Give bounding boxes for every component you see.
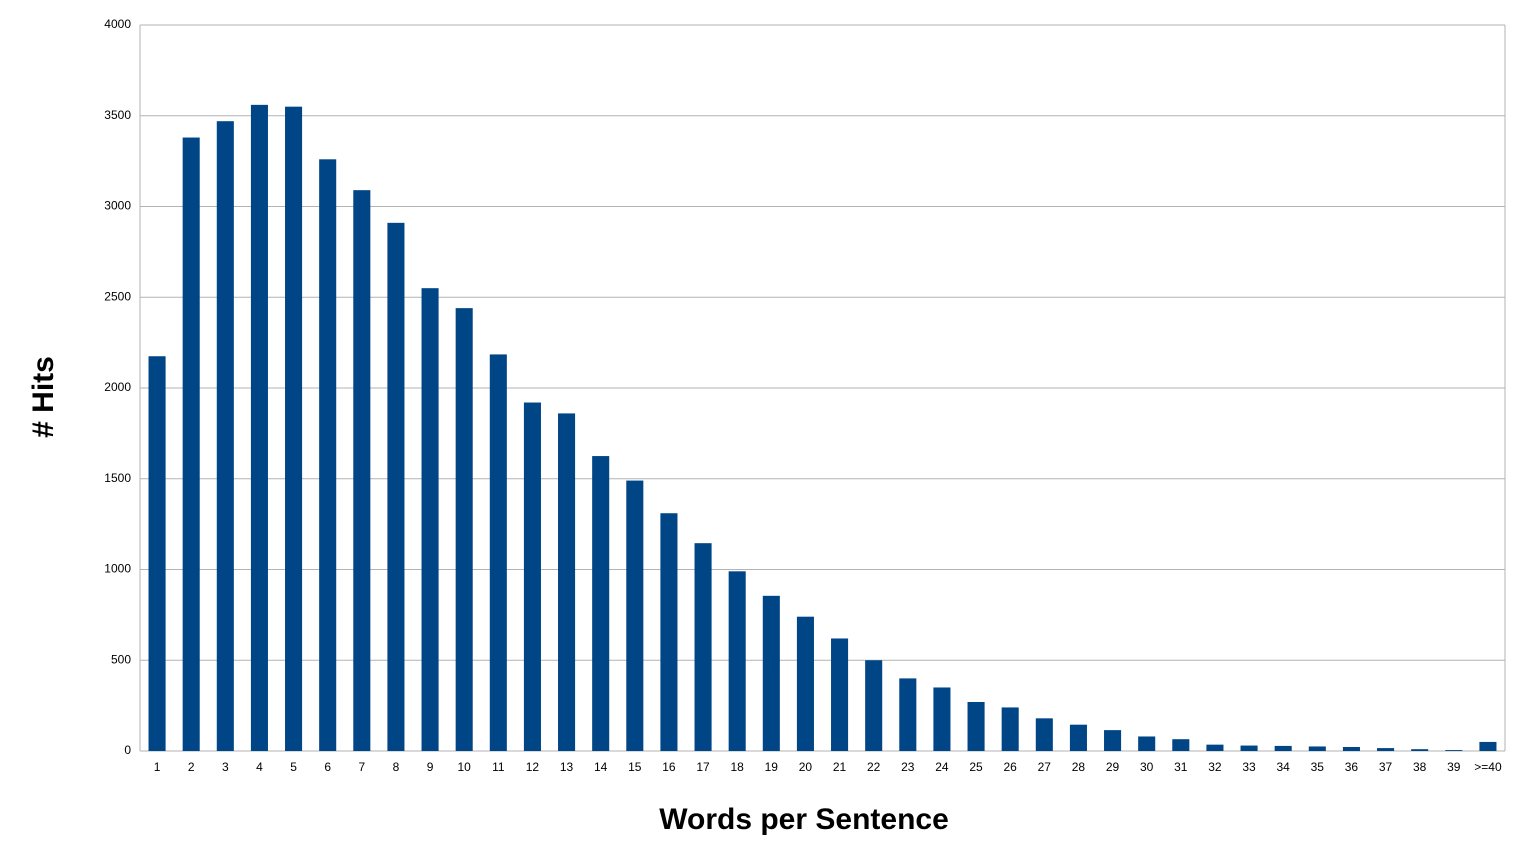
x-tick-label: 22 <box>867 760 881 774</box>
y-tick-label: 2000 <box>104 380 131 394</box>
x-tick-label: 21 <box>833 760 847 774</box>
y-tick-label: 3000 <box>104 199 131 213</box>
bar <box>285 106 303 752</box>
bar <box>1274 745 1292 751</box>
bar <box>250 104 268 752</box>
y-tick-label: 1000 <box>104 562 131 576</box>
x-tick-label: 2 <box>188 760 195 774</box>
bar <box>626 480 644 751</box>
bar <box>1377 748 1395 751</box>
bar <box>592 456 610 751</box>
x-tick-label: 15 <box>628 760 642 774</box>
y-tick-label: 4000 <box>104 17 131 31</box>
y-tick-label: 500 <box>111 652 131 666</box>
bar <box>1104 730 1122 751</box>
bar <box>216 121 234 751</box>
x-tick-label: 27 <box>1038 760 1052 774</box>
x-tick-label: 23 <box>901 760 915 774</box>
x-tick-label: 10 <box>458 760 472 774</box>
x-tick-label: 26 <box>1004 760 1018 774</box>
bar <box>1342 747 1360 751</box>
x-tick-label: 19 <box>765 760 779 774</box>
bar <box>1411 749 1429 751</box>
x-tick-label: 33 <box>1242 760 1256 774</box>
bar <box>1138 736 1156 751</box>
bar <box>865 660 883 751</box>
x-tick-label: 28 <box>1072 760 1086 774</box>
x-tick-label: 30 <box>1140 760 1154 774</box>
y-tick-label: 3500 <box>104 108 131 122</box>
x-tick-label: 12 <box>526 760 540 774</box>
x-tick-label: 16 <box>662 760 676 774</box>
x-tick-label: 18 <box>731 760 745 774</box>
x-tick-label: 32 <box>1208 760 1222 774</box>
bar <box>1240 745 1258 751</box>
x-tick-label: 14 <box>594 760 608 774</box>
bar <box>421 288 439 751</box>
x-tick-label: 38 <box>1413 760 1427 774</box>
bar <box>1445 750 1463 751</box>
x-tick-label: 29 <box>1106 760 1120 774</box>
bar <box>182 137 200 751</box>
x-axis-title: Words per Sentence <box>659 803 949 836</box>
x-tick-label: 13 <box>560 760 574 774</box>
bar <box>899 678 917 751</box>
x-tick-label: 1 <box>154 760 161 774</box>
bar <box>933 687 951 751</box>
bar <box>967 701 985 751</box>
bar <box>1069 724 1087 751</box>
x-tick-label: 4 <box>256 760 263 774</box>
x-tick-label: >=40 <box>1474 760 1502 774</box>
bar <box>148 356 166 751</box>
y-axis-title: # Hits <box>27 356 60 438</box>
bar <box>523 402 541 751</box>
y-tick-label: 2500 <box>104 289 131 303</box>
x-tick-label: 20 <box>799 760 813 774</box>
x-tick-label: 8 <box>393 760 400 774</box>
x-tick-label: 37 <box>1379 760 1393 774</box>
bar <box>353 190 371 752</box>
x-tick-label: 34 <box>1277 760 1291 774</box>
x-tick-label: 5 <box>290 760 297 774</box>
x-tick-label: 39 <box>1447 760 1461 774</box>
x-tick-label: 36 <box>1345 760 1359 774</box>
y-tick-label: 1500 <box>104 471 131 485</box>
bar <box>455 308 473 751</box>
x-tick-label: 17 <box>696 760 710 774</box>
bar <box>1308 746 1326 751</box>
x-tick-label: 3 <box>222 760 229 774</box>
bar <box>489 354 507 751</box>
bar <box>1479 741 1497 751</box>
y-tick-label: 0 <box>124 743 131 757</box>
bar <box>1035 718 1053 751</box>
x-tick-label: 25 <box>969 760 983 774</box>
bar <box>1206 744 1224 751</box>
x-tick-label: 7 <box>358 760 365 774</box>
bar <box>319 159 337 751</box>
bar <box>694 543 712 751</box>
x-tick-label: 31 <box>1174 760 1188 774</box>
bar <box>728 571 746 751</box>
bar <box>831 638 849 751</box>
bar <box>1001 707 1019 751</box>
x-tick-label: 35 <box>1311 760 1325 774</box>
bar <box>558 413 576 751</box>
x-tick-label: 11 <box>492 760 505 774</box>
bar <box>762 595 780 751</box>
bar <box>387 222 405 751</box>
bar <box>1172 739 1190 751</box>
x-tick-label: 9 <box>427 760 434 774</box>
x-tick-label: 6 <box>324 760 331 774</box>
bar <box>796 616 814 751</box>
x-tick-label: 24 <box>935 760 949 774</box>
bar <box>660 513 678 751</box>
